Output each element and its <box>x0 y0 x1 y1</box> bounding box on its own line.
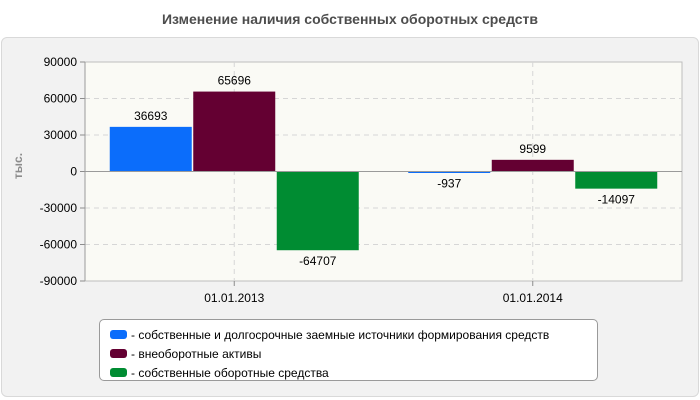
data-label: 36693 <box>134 109 168 123</box>
legend: - собственные и долгосрочные заемные ист… <box>99 319 598 381</box>
y-tick-label: 0 <box>70 165 77 179</box>
data-label: 65696 <box>218 74 252 88</box>
legend-item[interactable]: - внеоборотные активы <box>110 344 597 363</box>
legend-item[interactable]: - собственные и долгосрочные заемные ист… <box>110 325 597 344</box>
legend-label: - внеоборотные активы <box>131 346 262 361</box>
data-label: -937 <box>437 177 461 191</box>
y-tick-label: -30000 <box>40 201 78 215</box>
bar <box>109 126 192 172</box>
data-label: -14097 <box>598 193 636 207</box>
legend-swatch <box>110 330 127 339</box>
data-label: 9599 <box>519 142 546 156</box>
chart-title: Изменение наличия собственных оборотных … <box>161 11 539 27</box>
y-axis-label: тыс. <box>11 153 25 179</box>
legend-label: - собственные оборотные средства <box>131 365 329 380</box>
bar <box>491 159 574 172</box>
y-tick-label: -90000 <box>40 274 78 288</box>
data-label: -64707 <box>299 254 337 268</box>
y-tick-label: -60000 <box>40 238 78 252</box>
bar <box>408 171 491 173</box>
y-tick-label: 60000 <box>44 92 78 106</box>
x-tick-label: 01.01.2013 <box>204 291 264 305</box>
bars <box>109 91 658 251</box>
legend-swatch <box>110 368 127 377</box>
data-labels: 36693 65696 -64707 -937 9599 -14097 <box>134 74 635 269</box>
legend-swatch <box>110 349 127 358</box>
y-tick-label: 30000 <box>44 128 78 142</box>
legend-item[interactable]: - собственные оборотные средства <box>110 363 597 382</box>
bar <box>276 171 359 251</box>
legend-label: - собственные и долгосрочные заемные ист… <box>131 327 550 342</box>
axes: 90000 60000 30000 0 -30000 -60000 -90000 01.01.… <box>40 55 682 305</box>
y-tick-label: 90000 <box>44 55 78 69</box>
x-tick-label: 01.01.2014 <box>503 291 563 305</box>
bar <box>575 171 658 189</box>
bar <box>193 91 276 172</box>
